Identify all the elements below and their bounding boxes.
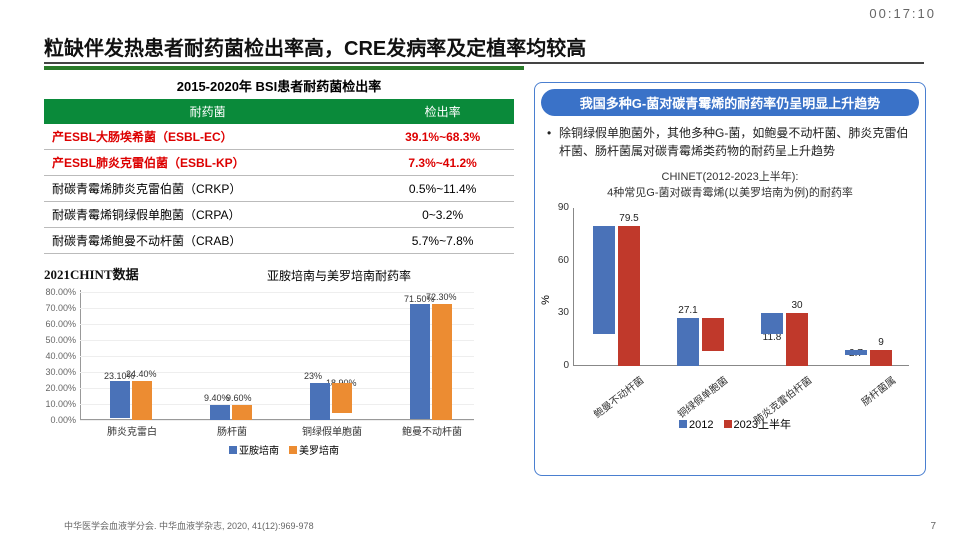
chart2-ytick: 30: [545, 307, 569, 318]
chinet-title-2: 4种常见G-菌对碳青霉烯(以美罗培南为例)的耐药率: [545, 184, 915, 200]
chart1-xcat: 鲍曼不动杆菌: [392, 423, 472, 438]
chart1-bar: [110, 381, 130, 418]
chart2-axis-y: [573, 208, 574, 366]
right-bullet: 除铜绿假单胞菌外，其他多种G-菌，如鲍曼不动杆菌、肺炎克雷伯杆菌、肠杆菌属对碳青…: [545, 124, 915, 160]
chart2-value: 79.5: [614, 213, 644, 224]
chart2-ytick: 0: [545, 360, 569, 371]
chart2-bar: [593, 226, 615, 334]
chart2-bar: [786, 313, 808, 366]
chart1-bar-group: [410, 304, 452, 420]
legend-label: 2012: [689, 419, 713, 431]
chart1-ytick: 70.00%: [42, 303, 76, 313]
chinet-title-1: CHINET(2012-2023上半年):: [545, 168, 915, 184]
chart1-bar: [410, 304, 430, 418]
page-number: 7: [930, 521, 936, 532]
td-rate: 39.1%~68.3%: [371, 124, 514, 150]
chart2-bar-group: [761, 313, 808, 366]
chart2-ytick: 90: [545, 202, 569, 213]
chart1-bar: [310, 383, 330, 420]
chart2-bar: [761, 313, 783, 334]
chart1-ytick: 0.00%: [42, 415, 76, 425]
chart1-ytick: 60.00%: [42, 319, 76, 329]
chart2-bar: [677, 318, 699, 366]
td-rate: 7.3%~41.2%: [371, 150, 514, 176]
chart1-xcat: 肠杆菌: [192, 423, 272, 438]
td-name: 耐碳青霉烯铜绿假单胞菌（CRPA）: [44, 202, 371, 228]
table-row: 耐碳青霉烯铜绿假单胞菌（CRPA）0~3.2%: [44, 202, 514, 228]
chart1-bar-group: [210, 405, 252, 420]
chart2-bar: [618, 226, 640, 366]
chart1-value: 23%: [304, 371, 322, 381]
td-rate: 0~3.2%: [371, 202, 514, 228]
chart1: 0.00% 10.00% 20.00% 30.00% 40.00% 50.00% 60.00…: [44, 290, 484, 438]
chart2-xcat: 肠杆菌属: [857, 372, 898, 408]
chart1-ytick: 10.00%: [42, 399, 76, 409]
chart2-bar: [845, 350, 867, 355]
page-title: 粒缺伴发热患者耐药菌检出率高，CRE发病率及定植率均较高: [44, 32, 586, 61]
legend-swatch: [679, 420, 687, 428]
table-row: 耐碳青霉烯肺炎克雷伯菌（CRKP）0.5%~11.4%: [44, 176, 514, 202]
chart1-bar: [432, 304, 452, 420]
chart2-bar: [702, 318, 724, 350]
chart2-xcat: 鲍曼不动杆菌: [590, 372, 647, 421]
td-name: 耐碳青霉烯肺炎克雷伯菌（CRKP）: [44, 176, 371, 202]
td-name: 产ESBL肺炎克雷伯菌（ESBL-KP）: [44, 150, 371, 176]
chart2: % 030609061.479.5鲍曼不动杆菌27.118.5铜绿假单胞菌11.…: [545, 204, 915, 414]
table-row: 产ESBL肺炎克雷伯菌（ESBL-KP）7.3%~41.2%: [44, 150, 514, 176]
chart2-bar-group: [845, 350, 892, 366]
chart2-xcat: 铜绿假单胞菌: [674, 372, 731, 421]
chart2-value: 27.1: [673, 305, 703, 316]
chart1-ytick: 20.00%: [42, 383, 76, 393]
chart2-value: 30: [782, 300, 812, 311]
legend-swatch: [289, 446, 297, 454]
chart1-ytick: 80.00%: [42, 287, 76, 297]
table-title: 2015-2020年 BSI患者耐药菌检出率: [44, 76, 514, 95]
chart1-value: 9.60%: [226, 393, 252, 403]
title-accent: [44, 66, 524, 70]
title-underline: [44, 62, 924, 64]
td-name: 产ESBL大肠埃希菌（ESBL-EC）: [44, 124, 371, 150]
chart1-bar: [210, 405, 230, 420]
chart1-bar: [332, 383, 352, 413]
right-banner: 我国多种G-菌对碳青霉烯的耐药率仍呈明显上升趋势: [541, 89, 919, 116]
chart1-xcat: 肺炎克雷白: [92, 423, 172, 438]
chart2-bar-group: [677, 318, 724, 366]
timestamp: 00:17:10: [869, 6, 936, 21]
chart1-subtitle: 亚胺培南与美罗培南耐药率: [164, 267, 514, 284]
footer-citation: 中华医学会血液学分会. 中华血液学杂志, 2020, 41(12):969-97…: [64, 519, 314, 532]
chart1-axis-y: [80, 290, 81, 420]
chart1-ytick: 40.00%: [42, 351, 76, 361]
td-rate: 0.5%~11.4%: [371, 176, 514, 202]
chart1-bar-group: [110, 381, 152, 420]
chart1-bar: [132, 381, 152, 420]
chart2-ytick: 60: [545, 255, 569, 266]
chart1-xcat: 铜绿假单胞菌: [292, 423, 372, 438]
chart2-bar: [870, 350, 892, 366]
right-panel: 我国多种G-菌对碳青霉烯的耐药率仍呈明显上升趋势 除铜绿假单胞菌外，其他多种G-…: [534, 82, 926, 476]
legend-label: 亚胺培南: [239, 446, 279, 457]
table-row: 耐碳青霉烯鲍曼不动杆菌（CRAB）5.7%~7.8%: [44, 228, 514, 254]
chart1-bar: [232, 405, 252, 420]
th-rate: 检出率: [371, 99, 514, 124]
chart2-ylabel: %: [540, 295, 552, 305]
chart1-value: 24.40%: [126, 369, 157, 379]
detection-table: 耐药菌 检出率 产ESBL大肠埃希菌（ESBL-EC）39.1%~68.3%产E…: [44, 99, 514, 254]
table-row: 产ESBL大肠埃希菌（ESBL-EC）39.1%~68.3%: [44, 124, 514, 150]
chart1-ytick: 30.00%: [42, 367, 76, 377]
td-rate: 5.7%~7.8%: [371, 228, 514, 254]
chart2-value: 9: [866, 337, 896, 348]
legend-swatch: [229, 446, 237, 454]
legend-swatch: [724, 420, 732, 428]
chart2-bar-group: [593, 226, 640, 366]
left-column: 2015-2020年 BSI患者耐药菌检出率 耐药菌 检出率 产ESBL大肠埃希…: [44, 76, 514, 457]
chart1-bar-group: [310, 383, 352, 420]
th-name: 耐药菌: [44, 99, 371, 124]
legend-label: 美罗培南: [299, 446, 339, 457]
chart1-ytick: 50.00%: [42, 335, 76, 345]
chart1-value: 72.30%: [426, 292, 457, 302]
td-name: 耐碳青霉烯鲍曼不动杆菌（CRAB）: [44, 228, 371, 254]
chart1-legend: 亚胺培南 美罗培南: [44, 442, 514, 457]
